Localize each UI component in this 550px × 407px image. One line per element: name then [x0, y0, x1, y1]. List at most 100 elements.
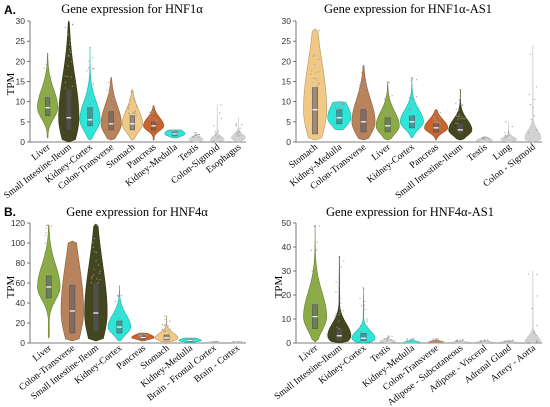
outlier-point [481, 340, 483, 343]
outlier-point [437, 115, 440, 117]
outlier-point [64, 27, 66, 29]
iqr-box [87, 107, 93, 127]
violin-shape [476, 339, 493, 344]
chart-title: Gene expression for HNF4α-AS1 [326, 205, 494, 219]
violin-colon-sigmoid [524, 45, 542, 143]
outlier-point [232, 341, 235, 343]
outlier-point [216, 137, 219, 139]
outlier-point [339, 273, 341, 275]
outlier-point [138, 334, 140, 336]
outlier-point [239, 135, 241, 137]
outlier-point [312, 282, 314, 284]
outlier-point [67, 33, 69, 36]
outlier-point [214, 130, 216, 133]
outlier-point [152, 111, 154, 113]
iqr-box [45, 97, 51, 117]
outlier-point [387, 337, 389, 339]
outlier-point [340, 266, 342, 268]
outlier-point [193, 132, 195, 134]
outlier-point [412, 77, 414, 80]
outlier-point [48, 95, 50, 97]
outlier-point [110, 107, 113, 110]
outlier-point [46, 67, 48, 69]
y-tick-label: 20 [16, 56, 26, 66]
violin-shape [121, 89, 143, 141]
outlier-point [335, 281, 337, 283]
violin-shape [303, 225, 327, 343]
outlier-point [385, 337, 388, 340]
outlier-point [50, 261, 53, 263]
chart-title: Gene expression for HNF1α [61, 2, 203, 16]
violin-shape [303, 28, 328, 141]
outlier-point [312, 55, 315, 57]
violin-kidney-medulla [178, 337, 202, 343]
outlier-point [176, 131, 179, 133]
outlier-point [43, 67, 45, 69]
outlier-point [218, 135, 220, 137]
outlier-point [458, 99, 460, 101]
outlier-point [47, 54, 49, 56]
outlier-point [98, 272, 100, 274]
outlier-point [149, 111, 151, 113]
outlier-point [197, 133, 200, 136]
outlier-point [71, 85, 73, 87]
outlier-point [410, 79, 412, 81]
outlier-point [358, 87, 360, 89]
outlier-point [504, 134, 506, 137]
outlier-point [93, 274, 95, 276]
outlier-point [314, 257, 316, 259]
outlier-point [457, 340, 459, 342]
outlier-point [315, 72, 317, 74]
outlier-point [89, 103, 91, 105]
outlier-point [343, 104, 345, 106]
outlier-point [155, 120, 158, 122]
outlier-point [483, 138, 485, 140]
outlier-point [95, 251, 98, 254]
outlier-point [211, 341, 213, 343]
outlier-point [360, 325, 362, 327]
iqr-box [312, 87, 319, 135]
violin-artery-aorta [524, 270, 542, 344]
outlier-point [217, 340, 219, 343]
outlier-point [410, 115, 412, 117]
outlier-point [213, 125, 215, 127]
outlier-point [187, 338, 189, 340]
outlier-point [238, 132, 240, 135]
y-tick-label: 10 [282, 314, 292, 324]
outlier-point [92, 246, 94, 249]
outlier-point [153, 110, 155, 112]
outlier-point [140, 335, 142, 337]
outlier-point [93, 238, 95, 240]
outlier-point [316, 85, 318, 87]
outlier-point [314, 86, 316, 88]
outlier-point [456, 122, 459, 125]
outlier-point [127, 112, 130, 114]
outlier-point [236, 132, 238, 134]
outlier-point [415, 79, 418, 81]
outlier-point [530, 53, 532, 56]
outlier-point [165, 322, 168, 324]
outlier-point [435, 122, 437, 124]
outlier-point [528, 93, 530, 96]
outlier-point [92, 82, 94, 84]
outlier-point [435, 338, 438, 340]
violin-shape [448, 89, 473, 141]
outlier-point [192, 338, 194, 340]
outlier-point [360, 331, 362, 333]
outlier-point [533, 332, 535, 334]
outlier-point [411, 99, 414, 101]
outlier-point [459, 96, 461, 99]
outlier-point [69, 43, 71, 45]
outlier-point [366, 320, 368, 322]
outlier-point [209, 341, 212, 343]
outlier-point [484, 340, 487, 342]
outlier-point [72, 270, 74, 272]
outlier-point [70, 51, 72, 53]
outlier-point [165, 331, 167, 333]
outlier-point [340, 103, 342, 105]
outlier-point [164, 319, 166, 321]
outlier-point [363, 93, 365, 95]
y-axis-label: TPM [5, 275, 17, 298]
outlier-point [167, 325, 169, 327]
